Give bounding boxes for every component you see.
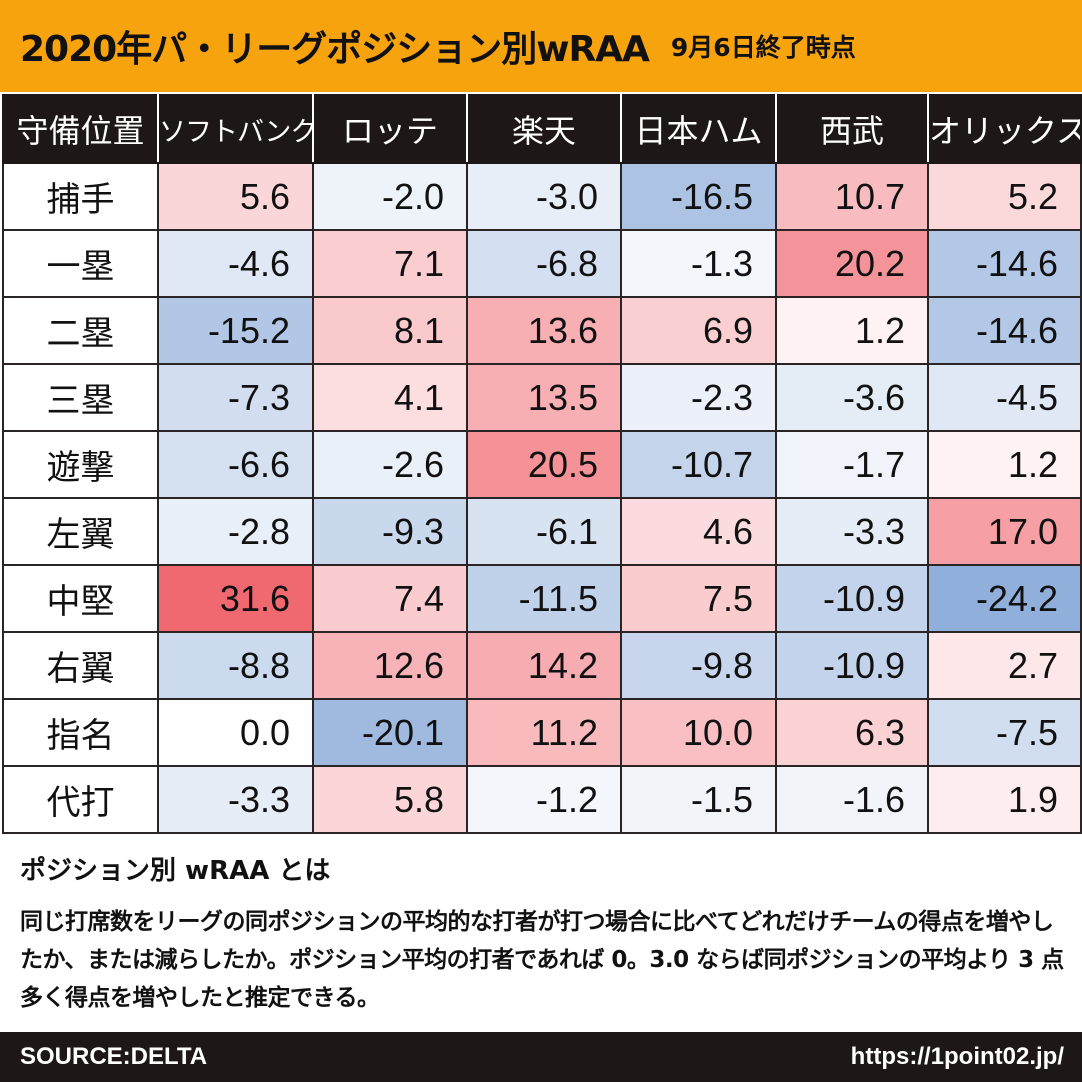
footer-bar: SOURCE:DELTA https://1point02.jp/ <box>0 1032 1082 1082</box>
heatmap-cell: 5.6 <box>157 162 314 231</box>
heatmap-row: 二塁 -15.2 8.1 13.6 6.9 1.2 -14.6 <box>2 296 1082 365</box>
heatmap-row: 左翼 -2.8 -9.3 -6.1 4.6 -3.3 17.0 <box>2 497 1082 566</box>
heatmap-cell: -1.5 <box>620 765 777 834</box>
heatmap-cell: -8.8 <box>157 631 314 700</box>
row-label: 捕手 <box>2 162 159 231</box>
heatmap-cell: 8.1 <box>312 296 468 365</box>
column-header: オリックス <box>927 94 1082 164</box>
heatmap-row: 中堅 31.6 7.4 -11.5 7.5 -10.9 -24.2 <box>2 564 1082 633</box>
heatmap-cell: 5.8 <box>312 765 468 834</box>
heatmap-cell: 31.6 <box>157 564 314 633</box>
heatmap-row: 三塁 -7.3 4.1 13.5 -2.3 -3.6 -4.5 <box>2 363 1082 432</box>
heatmap-cell: -7.3 <box>157 363 314 432</box>
heatmap-cell: -1.6 <box>775 765 929 834</box>
heatmap-cell: -6.1 <box>466 497 622 566</box>
heatmap-body: 捕手 5.6 -2.0 -3.0 -16.5 10.7 5.2 一塁 -4.6 7.1 -6.8 -1… <box>2 162 1082 834</box>
wraa-heatmap-table: 守備位置 ソフトバンク ロッテ 楽天 日本ハム 西武 オリックス 捕手 5.6 -2… <box>2 94 1082 834</box>
heatmap-cell: 5.2 <box>927 162 1082 231</box>
header-row: 守備位置 ソフトバンク ロッテ 楽天 日本ハム 西武 オリックス <box>2 94 1082 164</box>
heatmap-cell: 7.5 <box>620 564 777 633</box>
row-label: 右翼 <box>2 631 159 700</box>
heatmap-cell: -6.6 <box>157 430 314 499</box>
heatmap-cell: -4.6 <box>157 229 314 298</box>
heatmap-cell: 10.0 <box>620 698 777 767</box>
heatmap-cell: 14.2 <box>466 631 622 700</box>
heatmap-cell: -1.2 <box>466 765 622 834</box>
row-label: 遊撃 <box>2 430 159 499</box>
heatmap-cell: -3.3 <box>157 765 314 834</box>
heatmap-cell: -9.3 <box>312 497 468 566</box>
description-text: 同じ打席数をリーグの同ポジションの平均的な打者が打つ場合に比べてどれだけチームの… <box>20 909 1064 1011</box>
row-label: 二塁 <box>2 296 159 365</box>
source-url[interactable]: https://1point02.jp/ <box>850 1043 1064 1070</box>
heatmap-cell: -3.3 <box>775 497 929 566</box>
heatmap-row: 遊撃 -6.6 -2.6 20.5 -10.7 -1.7 1.2 <box>2 430 1082 499</box>
heatmap-cell: -11.5 <box>466 564 622 633</box>
heatmap-cell: 20.5 <box>466 430 622 499</box>
row-label: 一塁 <box>2 229 159 298</box>
heatmap-cell: -2.0 <box>312 162 468 231</box>
heatmap-cell: -3.6 <box>775 363 929 432</box>
heatmap-cell: 13.6 <box>466 296 622 365</box>
heatmap-cell: 20.2 <box>775 229 929 298</box>
chart-title: 2020年パ・リーグポジション別wRAA <box>20 29 650 70</box>
description-block: ポジション別 wRAA とは 同じ打席数をリーグの同ポジションの平均的な打者が打… <box>20 850 1065 1017</box>
heatmap-cell: -14.6 <box>927 296 1082 365</box>
heatmap-cell: -1.3 <box>620 229 777 298</box>
heatmap-cell: -24.2 <box>927 564 1082 633</box>
heatmap-cell: -6.8 <box>466 229 622 298</box>
row-label: 三塁 <box>2 363 159 432</box>
heatmap-cell: 4.1 <box>312 363 468 432</box>
heatmap-cell: -20.1 <box>312 698 468 767</box>
heatmap-cell: -4.5 <box>927 363 1082 432</box>
heatmap-row: 代打 -3.3 5.8 -1.2 -1.5 -1.6 1.9 <box>2 765 1082 834</box>
title-bar: 2020年パ・リーグポジション別wRAA 9月6日終了時点 <box>0 0 1082 92</box>
source-label: SOURCE:DELTA <box>20 1043 208 1070</box>
heatmap-cell: -15.2 <box>157 296 314 365</box>
column-header: ロッテ <box>312 94 468 164</box>
heatmap-cell: -1.7 <box>775 430 929 499</box>
row-label: 左翼 <box>2 497 159 566</box>
heatmap-cell: 7.4 <box>312 564 468 633</box>
column-header: 日本ハム <box>620 94 777 164</box>
heatmap-cell: 1.9 <box>927 765 1082 834</box>
heatmap-cell: -2.3 <box>620 363 777 432</box>
heatmap-cell: 1.2 <box>927 430 1082 499</box>
heatmap-cell: -2.8 <box>157 497 314 566</box>
column-header: 西武 <box>775 94 929 164</box>
heatmap-cell: 6.3 <box>775 698 929 767</box>
column-header: ソフトバンク <box>157 94 314 164</box>
heatmap-cell: -10.7 <box>620 430 777 499</box>
heatmap-row: 右翼 -8.8 12.6 14.2 -9.8 -10.9 2.7 <box>2 631 1082 700</box>
heatmap-cell: -10.9 <box>775 564 929 633</box>
heatmap-cell: -14.6 <box>927 229 1082 298</box>
heatmap-cell: -3.0 <box>466 162 622 231</box>
heatmap-cell: 17.0 <box>927 497 1082 566</box>
row-label: 代打 <box>2 765 159 834</box>
heatmap-cell: -10.9 <box>775 631 929 700</box>
heatmap-row: 一塁 -4.6 7.1 -6.8 -1.3 20.2 -14.6 <box>2 229 1082 298</box>
heatmap-cell: 13.5 <box>466 363 622 432</box>
row-label: 中堅 <box>2 564 159 633</box>
chart-subtitle: 9月6日終了時点 <box>670 33 856 62</box>
heatmap-cell: -7.5 <box>927 698 1082 767</box>
heatmap-cell: 1.2 <box>775 296 929 365</box>
heatmap-cell: 7.1 <box>312 229 468 298</box>
heatmap-cell: -16.5 <box>620 162 777 231</box>
heatmap-cell: 12.6 <box>312 631 468 700</box>
row-label: 指名 <box>2 698 159 767</box>
heatmap-cell: -2.6 <box>312 430 468 499</box>
heatmap-cell: 4.6 <box>620 497 777 566</box>
heatmap-cell: 11.2 <box>466 698 622 767</box>
heatmap-row: 指名 0.0 -20.1 11.2 10.0 6.3 -7.5 <box>2 698 1082 767</box>
heatmap-cell: 6.9 <box>620 296 777 365</box>
heatmap-cell: 10.7 <box>775 162 929 231</box>
column-header: 楽天 <box>466 94 622 164</box>
heatmap-row: 捕手 5.6 -2.0 -3.0 -16.5 10.7 5.2 <box>2 162 1082 231</box>
heatmap-cell: 2.7 <box>927 631 1082 700</box>
heatmap-cell: -9.8 <box>620 631 777 700</box>
description-heading: ポジション別 wRAA とは <box>20 856 331 886</box>
heatmap-cell: 0.0 <box>157 698 314 767</box>
corner-header: 守備位置 <box>2 94 159 164</box>
